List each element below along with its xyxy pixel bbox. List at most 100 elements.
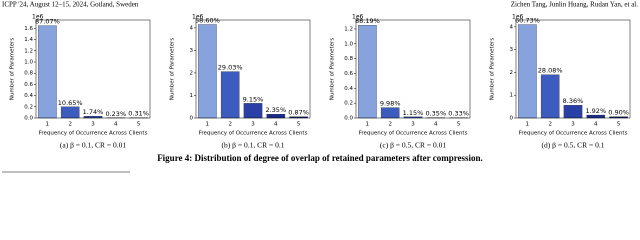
y-tick-label: 0 <box>190 116 194 122</box>
bar <box>198 24 217 119</box>
x-tick-label: 3 <box>571 122 575 128</box>
y-tick-label: 0.2 <box>24 104 33 110</box>
x-axis-label: Frequency of Occurrence Across Clients <box>39 131 148 137</box>
y-tick-label: 1 <box>510 93 514 99</box>
x-tick-label: 1 <box>206 122 210 128</box>
y-tick-label: 4 <box>190 25 194 31</box>
x-tick-label: 5 <box>617 122 621 128</box>
y-tick-label: 0.0 <box>24 116 33 122</box>
y-tick-label: 0 <box>510 116 514 122</box>
value-label: 29.03% <box>218 64 243 72</box>
value-label: 0.33% <box>448 110 469 118</box>
value-label: 1.74% <box>83 108 104 116</box>
x-tick-label: 2 <box>548 122 552 128</box>
bar <box>586 114 606 119</box>
y-tick-label: 0.8 <box>24 71 33 77</box>
value-label: 8.36% <box>563 97 584 105</box>
x-tick-label: 4 <box>114 122 118 128</box>
y-tick-label: 4 <box>510 24 514 30</box>
bar <box>563 105 583 119</box>
y-tick-label: 1.2 <box>24 48 33 54</box>
value-label: 10.65% <box>58 99 83 107</box>
value-label: 0.90% <box>608 109 629 117</box>
y-tick-label: 1.0 <box>24 60 33 66</box>
value-label: 60.73% <box>515 17 540 25</box>
y-tick-label: 3 <box>190 48 194 54</box>
y-axis-label: Number of Parameters <box>490 38 496 101</box>
value-label: 1.15% <box>403 109 424 117</box>
x-tick-label: 2 <box>68 122 72 128</box>
value-label: 9.15% <box>243 95 264 103</box>
page: ICPP '24, August 12–15, 2024, Gotland, S… <box>2 1 639 173</box>
value-label: 0.23% <box>105 110 126 118</box>
y-tick-label: 0.6 <box>344 71 353 77</box>
bar <box>518 24 537 119</box>
x-tick-label: 5 <box>137 122 141 128</box>
subplot: 1e6 Number of Parameters Frequency of Occu… <box>170 14 311 150</box>
x-tick-label: 1 <box>526 122 530 128</box>
axis-exponent: 1e6 <box>512 14 524 21</box>
bar <box>60 106 80 119</box>
y-tick-label: 1.4 <box>24 37 33 43</box>
subfigure-caption: (c) β = 0.5, CR = 0.01 <box>380 141 446 150</box>
axis-exponent: 1e6 <box>192 14 204 21</box>
bar <box>220 71 240 119</box>
x-tick-label: 4 <box>434 122 438 128</box>
y-tick-label: 0.0 <box>344 116 353 122</box>
value-label: 9.98% <box>380 100 401 108</box>
x-tick-label: 5 <box>297 122 301 128</box>
bar <box>358 25 377 119</box>
y-tick-label: 3 <box>510 47 514 53</box>
y-tick-label: 0.6 <box>24 82 33 88</box>
plot-frame <box>35 19 151 119</box>
x-tick-label: 4 <box>274 122 278 128</box>
x-tick-label: 3 <box>91 122 95 128</box>
value-label: 28.08% <box>538 67 563 75</box>
x-tick-label: 3 <box>251 122 255 128</box>
y-axis-label: Number of Parameters <box>170 38 176 101</box>
y-tick-label: 0.8 <box>344 56 353 62</box>
y-tick-label: 1.0 <box>344 41 353 47</box>
subfigure-caption: (d) β = 0.5, CR = 0.1 <box>542 141 605 150</box>
axis-exponent: 1e6 <box>32 14 44 21</box>
x-axis-label: Frequency of Occurrence Across Clients <box>199 131 308 137</box>
value-label: 0.31% <box>128 110 149 118</box>
subfigure-caption: (b) β = 0.1, CR = 0.1 <box>222 141 285 150</box>
value-label: 58.60% <box>195 17 220 25</box>
plot-frame <box>195 19 311 119</box>
bar <box>83 116 103 119</box>
subplot: 1e6 Number of Parameters Frequency of Occu… <box>330 14 471 150</box>
bar <box>540 74 560 119</box>
running-header-left: ICPP '24, August 12–15, 2024, Gotland, S… <box>2 1 139 9</box>
value-label: 0.35% <box>425 110 446 118</box>
x-tick-label: 1 <box>46 122 50 128</box>
y-tick-label: 0.4 <box>344 86 353 92</box>
plot-frame <box>355 19 471 119</box>
bar <box>243 103 263 119</box>
x-axis-label: Frequency of Occurrence Across Clients <box>519 131 628 137</box>
bar <box>380 107 400 119</box>
y-tick-label: 1.6 <box>24 26 33 32</box>
y-tick-label: 2 <box>510 70 514 76</box>
y-tick-label: 0.2 <box>344 101 353 107</box>
subplot: 1e6 Number of Parameters Frequency of Occu… <box>10 14 151 150</box>
bar <box>266 114 286 119</box>
value-label: 0.87% <box>288 109 309 117</box>
y-axis-label: Number of Parameters <box>10 38 16 101</box>
x-tick-label: 3 <box>411 122 415 128</box>
running-header-right: Zichen Tang, Junlin Huang, Rudan Yan, et… <box>511 1 639 9</box>
y-tick-label: 1 <box>190 93 194 99</box>
x-tick-label: 4 <box>594 122 598 128</box>
y-tick-label: 0.4 <box>24 93 33 99</box>
value-label: 2.35% <box>265 106 286 114</box>
value-label: 1.92% <box>585 107 606 115</box>
value-label: 87.07% <box>35 18 60 26</box>
subplot: 1e6 Number of Parameters Frequency of Occu… <box>490 14 631 150</box>
x-tick-label: 5 <box>457 122 461 128</box>
x-tick-label: 2 <box>228 122 232 128</box>
figure-caption: Figure 4: Distribution of degree of over… <box>157 153 483 163</box>
y-axis-label: Number of Parameters <box>330 38 336 101</box>
plot-frame <box>515 19 631 119</box>
x-tick-label: 1 <box>366 122 370 128</box>
y-tick-label: 1.2 <box>344 26 353 32</box>
